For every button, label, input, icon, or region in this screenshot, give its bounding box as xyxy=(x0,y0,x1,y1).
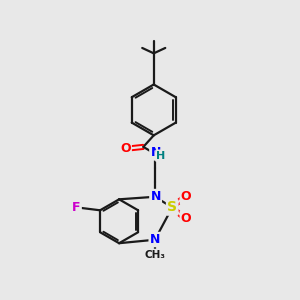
Text: O: O xyxy=(181,212,191,224)
Text: H: H xyxy=(156,151,166,161)
Text: O: O xyxy=(120,142,130,155)
Text: N: N xyxy=(150,146,161,159)
Text: S: S xyxy=(167,200,177,214)
Text: CH₃: CH₃ xyxy=(145,250,166,260)
Text: O: O xyxy=(181,190,191,203)
Text: N: N xyxy=(150,233,160,246)
Text: N: N xyxy=(150,190,161,203)
Text: F: F xyxy=(72,201,81,214)
